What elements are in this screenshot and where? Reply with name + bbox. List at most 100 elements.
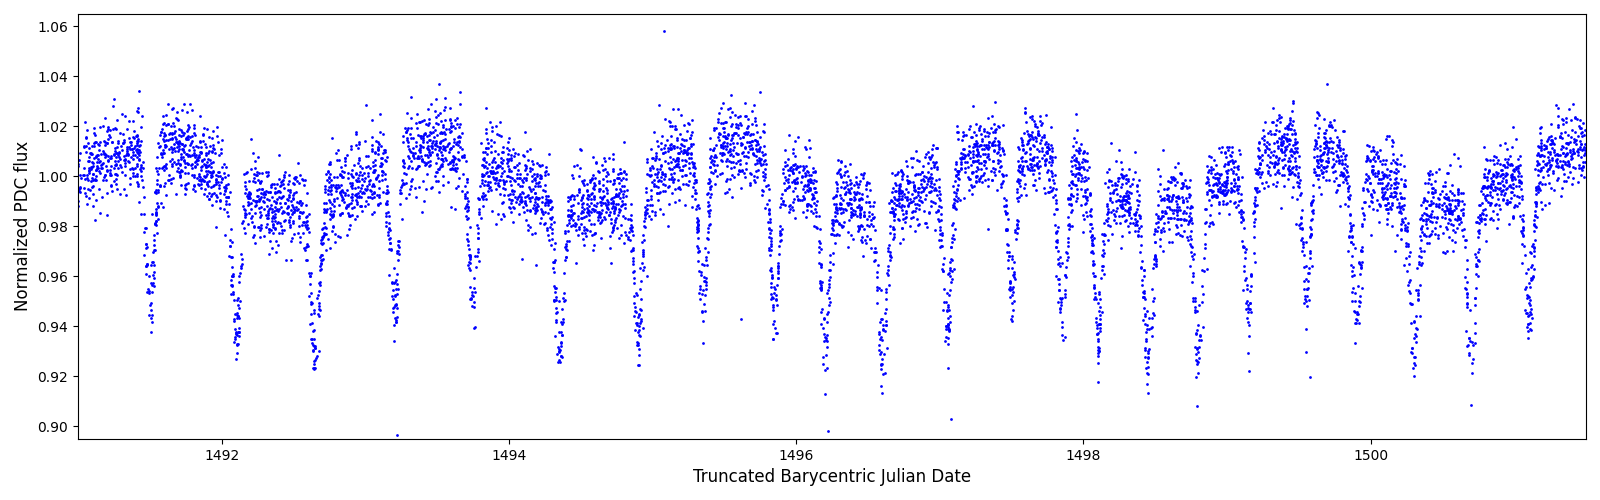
- Point: [539, 212, 565, 220]
- Point: [1291, 252, 1317, 260]
- Point: [214, 180, 240, 188]
- Point: [141, 258, 166, 266]
- Point: [416, 142, 442, 150]
- Point: [245, 192, 270, 200]
- Point: [1429, 213, 1454, 221]
- Point: [299, 319, 325, 327]
- Point: [1326, 136, 1352, 144]
- Point: [974, 144, 1000, 152]
- Point: [734, 122, 760, 130]
- Point: [781, 206, 806, 214]
- Point: [242, 178, 267, 186]
- Point: [926, 186, 952, 194]
- Point: [877, 248, 902, 256]
- Point: [592, 156, 618, 164]
- Point: [1234, 245, 1259, 253]
- Point: [1168, 232, 1194, 239]
- Point: [336, 174, 362, 182]
- Point: [1155, 178, 1181, 186]
- Point: [373, 148, 398, 156]
- Point: [829, 194, 854, 202]
- Point: [104, 150, 130, 158]
- Point: [518, 194, 544, 202]
- Point: [315, 160, 341, 168]
- Point: [1005, 218, 1030, 226]
- Point: [1056, 220, 1082, 228]
- Point: [482, 138, 507, 146]
- Point: [125, 162, 150, 170]
- Point: [1222, 158, 1248, 166]
- Point: [1117, 210, 1142, 218]
- Point: [1402, 318, 1427, 326]
- Point: [1178, 216, 1203, 224]
- Point: [1557, 168, 1582, 176]
- Point: [1568, 124, 1594, 132]
- Point: [408, 148, 434, 156]
- Point: [1117, 200, 1142, 207]
- Point: [386, 256, 411, 264]
- Point: [1002, 275, 1027, 283]
- Point: [414, 170, 440, 178]
- Point: [955, 174, 981, 182]
- Point: [774, 160, 800, 168]
- Point: [362, 168, 387, 176]
- Point: [128, 122, 154, 130]
- Point: [709, 119, 734, 127]
- Point: [1213, 190, 1238, 198]
- Point: [472, 162, 498, 170]
- Point: [126, 156, 152, 164]
- Point: [552, 256, 578, 264]
- Point: [1226, 173, 1251, 181]
- Point: [541, 264, 566, 272]
- Point: [848, 206, 874, 214]
- Point: [1046, 275, 1072, 283]
- Point: [1288, 236, 1314, 244]
- Point: [173, 186, 198, 194]
- Point: [80, 176, 106, 184]
- Point: [114, 144, 139, 152]
- Point: [1245, 200, 1270, 208]
- Point: [160, 104, 186, 112]
- Point: [1334, 246, 1360, 254]
- Point: [307, 281, 333, 289]
- Point: [555, 210, 581, 218]
- Point: [165, 116, 190, 124]
- Point: [843, 212, 869, 220]
- Point: [429, 148, 454, 156]
- Point: [682, 186, 707, 194]
- Point: [1054, 250, 1080, 258]
- Point: [1269, 138, 1294, 146]
- Point: [174, 179, 200, 187]
- Point: [440, 142, 466, 150]
- Point: [187, 150, 213, 158]
- Point: [851, 208, 877, 216]
- Point: [1270, 148, 1296, 156]
- Point: [661, 142, 686, 150]
- Point: [1264, 138, 1290, 145]
- Point: [1163, 215, 1189, 223]
- Point: [898, 222, 923, 230]
- Point: [523, 178, 549, 186]
- Point: [1454, 302, 1480, 310]
- Point: [1392, 226, 1418, 234]
- Point: [1176, 193, 1202, 201]
- Point: [280, 202, 306, 210]
- Point: [986, 122, 1011, 130]
- Point: [710, 150, 736, 158]
- Point: [480, 124, 506, 132]
- Point: [1059, 200, 1085, 207]
- Point: [752, 120, 778, 128]
- Point: [262, 203, 288, 211]
- Point: [1160, 191, 1186, 199]
- Point: [1275, 130, 1301, 138]
- Point: [1035, 188, 1061, 196]
- Point: [206, 151, 232, 159]
- Point: [458, 223, 483, 231]
- Point: [136, 285, 162, 293]
- Point: [829, 184, 854, 192]
- Point: [314, 208, 339, 216]
- Point: [1312, 115, 1338, 123]
- Point: [310, 238, 336, 246]
- Point: [528, 172, 554, 180]
- Point: [1445, 185, 1470, 193]
